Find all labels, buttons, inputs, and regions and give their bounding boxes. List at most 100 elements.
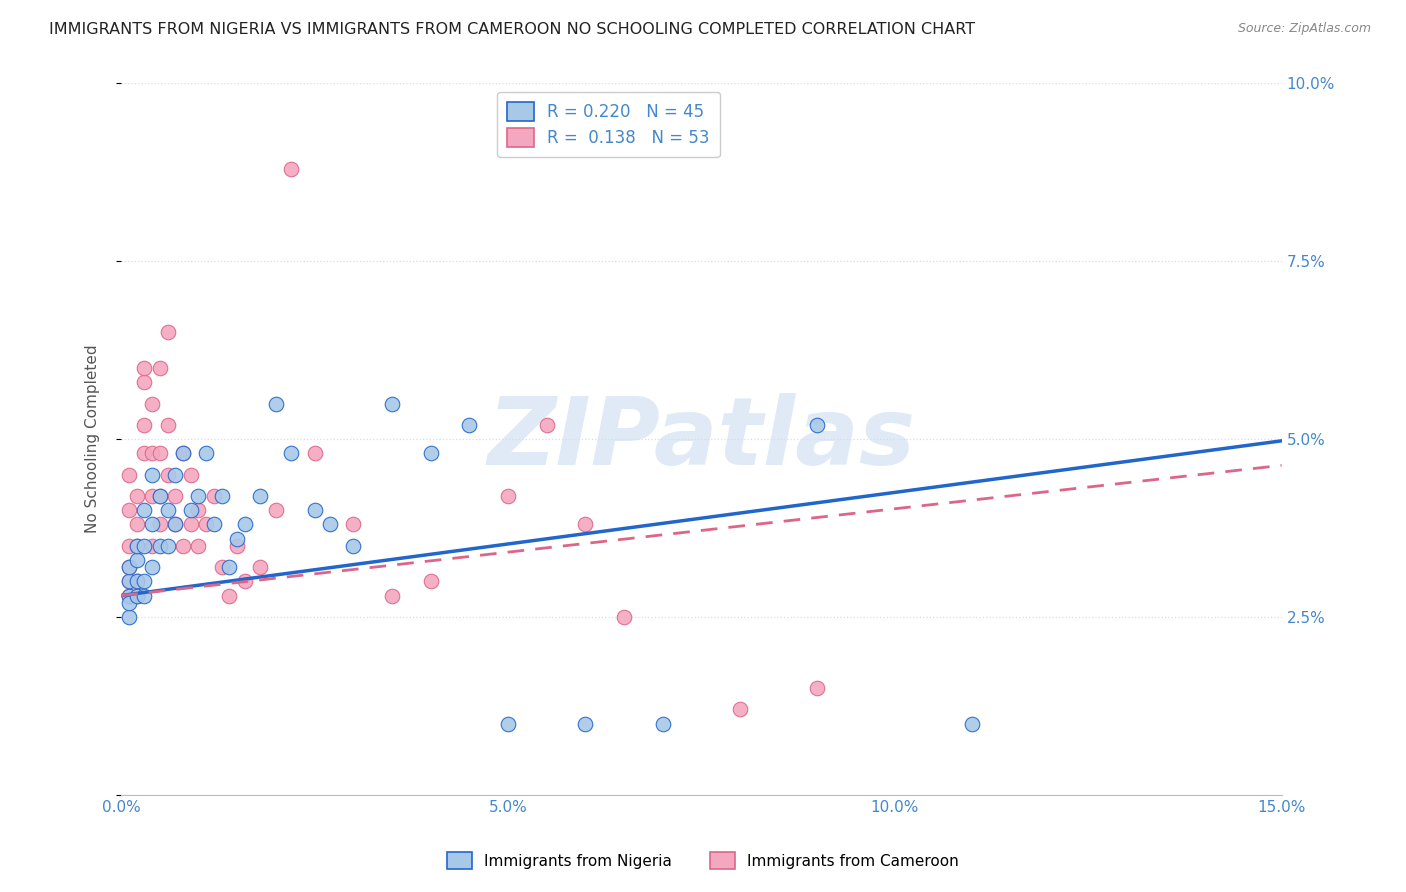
Point [249, 489, 271, 503]
Point [118, 560, 141, 574]
Point [134, 360, 156, 375]
Point [202, 517, 225, 532]
Point [172, 539, 194, 553]
Point [125, 517, 148, 532]
Point [141, 489, 163, 503]
Point [156, 467, 179, 482]
Point [218, 560, 240, 574]
Point [134, 503, 156, 517]
Point [381, 589, 404, 603]
Point [613, 610, 636, 624]
Point [806, 681, 828, 695]
Point [264, 503, 287, 517]
Point [134, 574, 156, 589]
Point [280, 446, 302, 460]
Point [125, 539, 148, 553]
Point [149, 489, 172, 503]
Point [118, 596, 141, 610]
Point [195, 446, 218, 460]
Point [134, 539, 156, 553]
Point [156, 417, 179, 432]
Y-axis label: No Schooling Completed: No Schooling Completed [86, 344, 100, 533]
Point [165, 489, 187, 503]
Point [156, 539, 179, 553]
Point [125, 553, 148, 567]
Point [226, 539, 249, 553]
Point [141, 539, 163, 553]
Point [118, 539, 141, 553]
Point [419, 446, 441, 460]
Point [125, 589, 148, 603]
Point [180, 517, 202, 532]
Point [195, 517, 218, 532]
Point [172, 446, 194, 460]
Point [134, 375, 156, 389]
Point [574, 716, 596, 731]
Point [536, 417, 558, 432]
Point [134, 417, 156, 432]
Legend: Immigrants from Nigeria, Immigrants from Cameroon: Immigrants from Nigeria, Immigrants from… [441, 846, 965, 875]
Point [156, 503, 179, 517]
Point [125, 574, 148, 589]
Text: ZIPatlas: ZIPatlas [488, 393, 915, 485]
Point [233, 517, 256, 532]
Point [118, 574, 141, 589]
Point [211, 489, 233, 503]
Point [458, 417, 481, 432]
Point [187, 539, 209, 553]
Point [118, 589, 141, 603]
Point [496, 716, 519, 731]
Point [165, 517, 187, 532]
Point [149, 489, 172, 503]
Point [118, 467, 141, 482]
Point [149, 446, 172, 460]
Point [141, 396, 163, 410]
Legend: R = 0.220   N = 45, R =  0.138   N = 53: R = 0.220 N = 45, R = 0.138 N = 53 [498, 92, 720, 157]
Point [211, 560, 233, 574]
Point [118, 589, 141, 603]
Point [118, 560, 141, 574]
Point [202, 489, 225, 503]
Point [125, 489, 148, 503]
Point [264, 396, 287, 410]
Point [226, 532, 249, 546]
Point [728, 702, 751, 716]
Point [149, 360, 172, 375]
Point [806, 417, 828, 432]
Point [342, 517, 364, 532]
Point [180, 467, 202, 482]
Point [141, 560, 163, 574]
Point [187, 503, 209, 517]
Text: Source: ZipAtlas.com: Source: ZipAtlas.com [1237, 22, 1371, 36]
Text: IMMIGRANTS FROM NIGERIA VS IMMIGRANTS FROM CAMEROON NO SCHOOLING COMPLETED CORRE: IMMIGRANTS FROM NIGERIA VS IMMIGRANTS FR… [49, 22, 976, 37]
Point [141, 517, 163, 532]
Point [141, 467, 163, 482]
Point [218, 589, 240, 603]
Point [419, 574, 441, 589]
Point [165, 517, 187, 532]
Point [134, 589, 156, 603]
Point [149, 539, 172, 553]
Point [165, 467, 187, 482]
Point [156, 326, 179, 340]
Point [319, 517, 342, 532]
Point [187, 489, 209, 503]
Point [125, 539, 148, 553]
Point [141, 446, 163, 460]
Point [172, 446, 194, 460]
Point [574, 517, 596, 532]
Point [134, 446, 156, 460]
Point [233, 574, 256, 589]
Point [304, 503, 326, 517]
Point [118, 574, 141, 589]
Point [960, 716, 983, 731]
Point [342, 539, 364, 553]
Point [381, 396, 404, 410]
Point [496, 489, 519, 503]
Point [249, 560, 271, 574]
Point [118, 610, 141, 624]
Point [180, 503, 202, 517]
Point [304, 446, 326, 460]
Point [651, 716, 673, 731]
Point [125, 574, 148, 589]
